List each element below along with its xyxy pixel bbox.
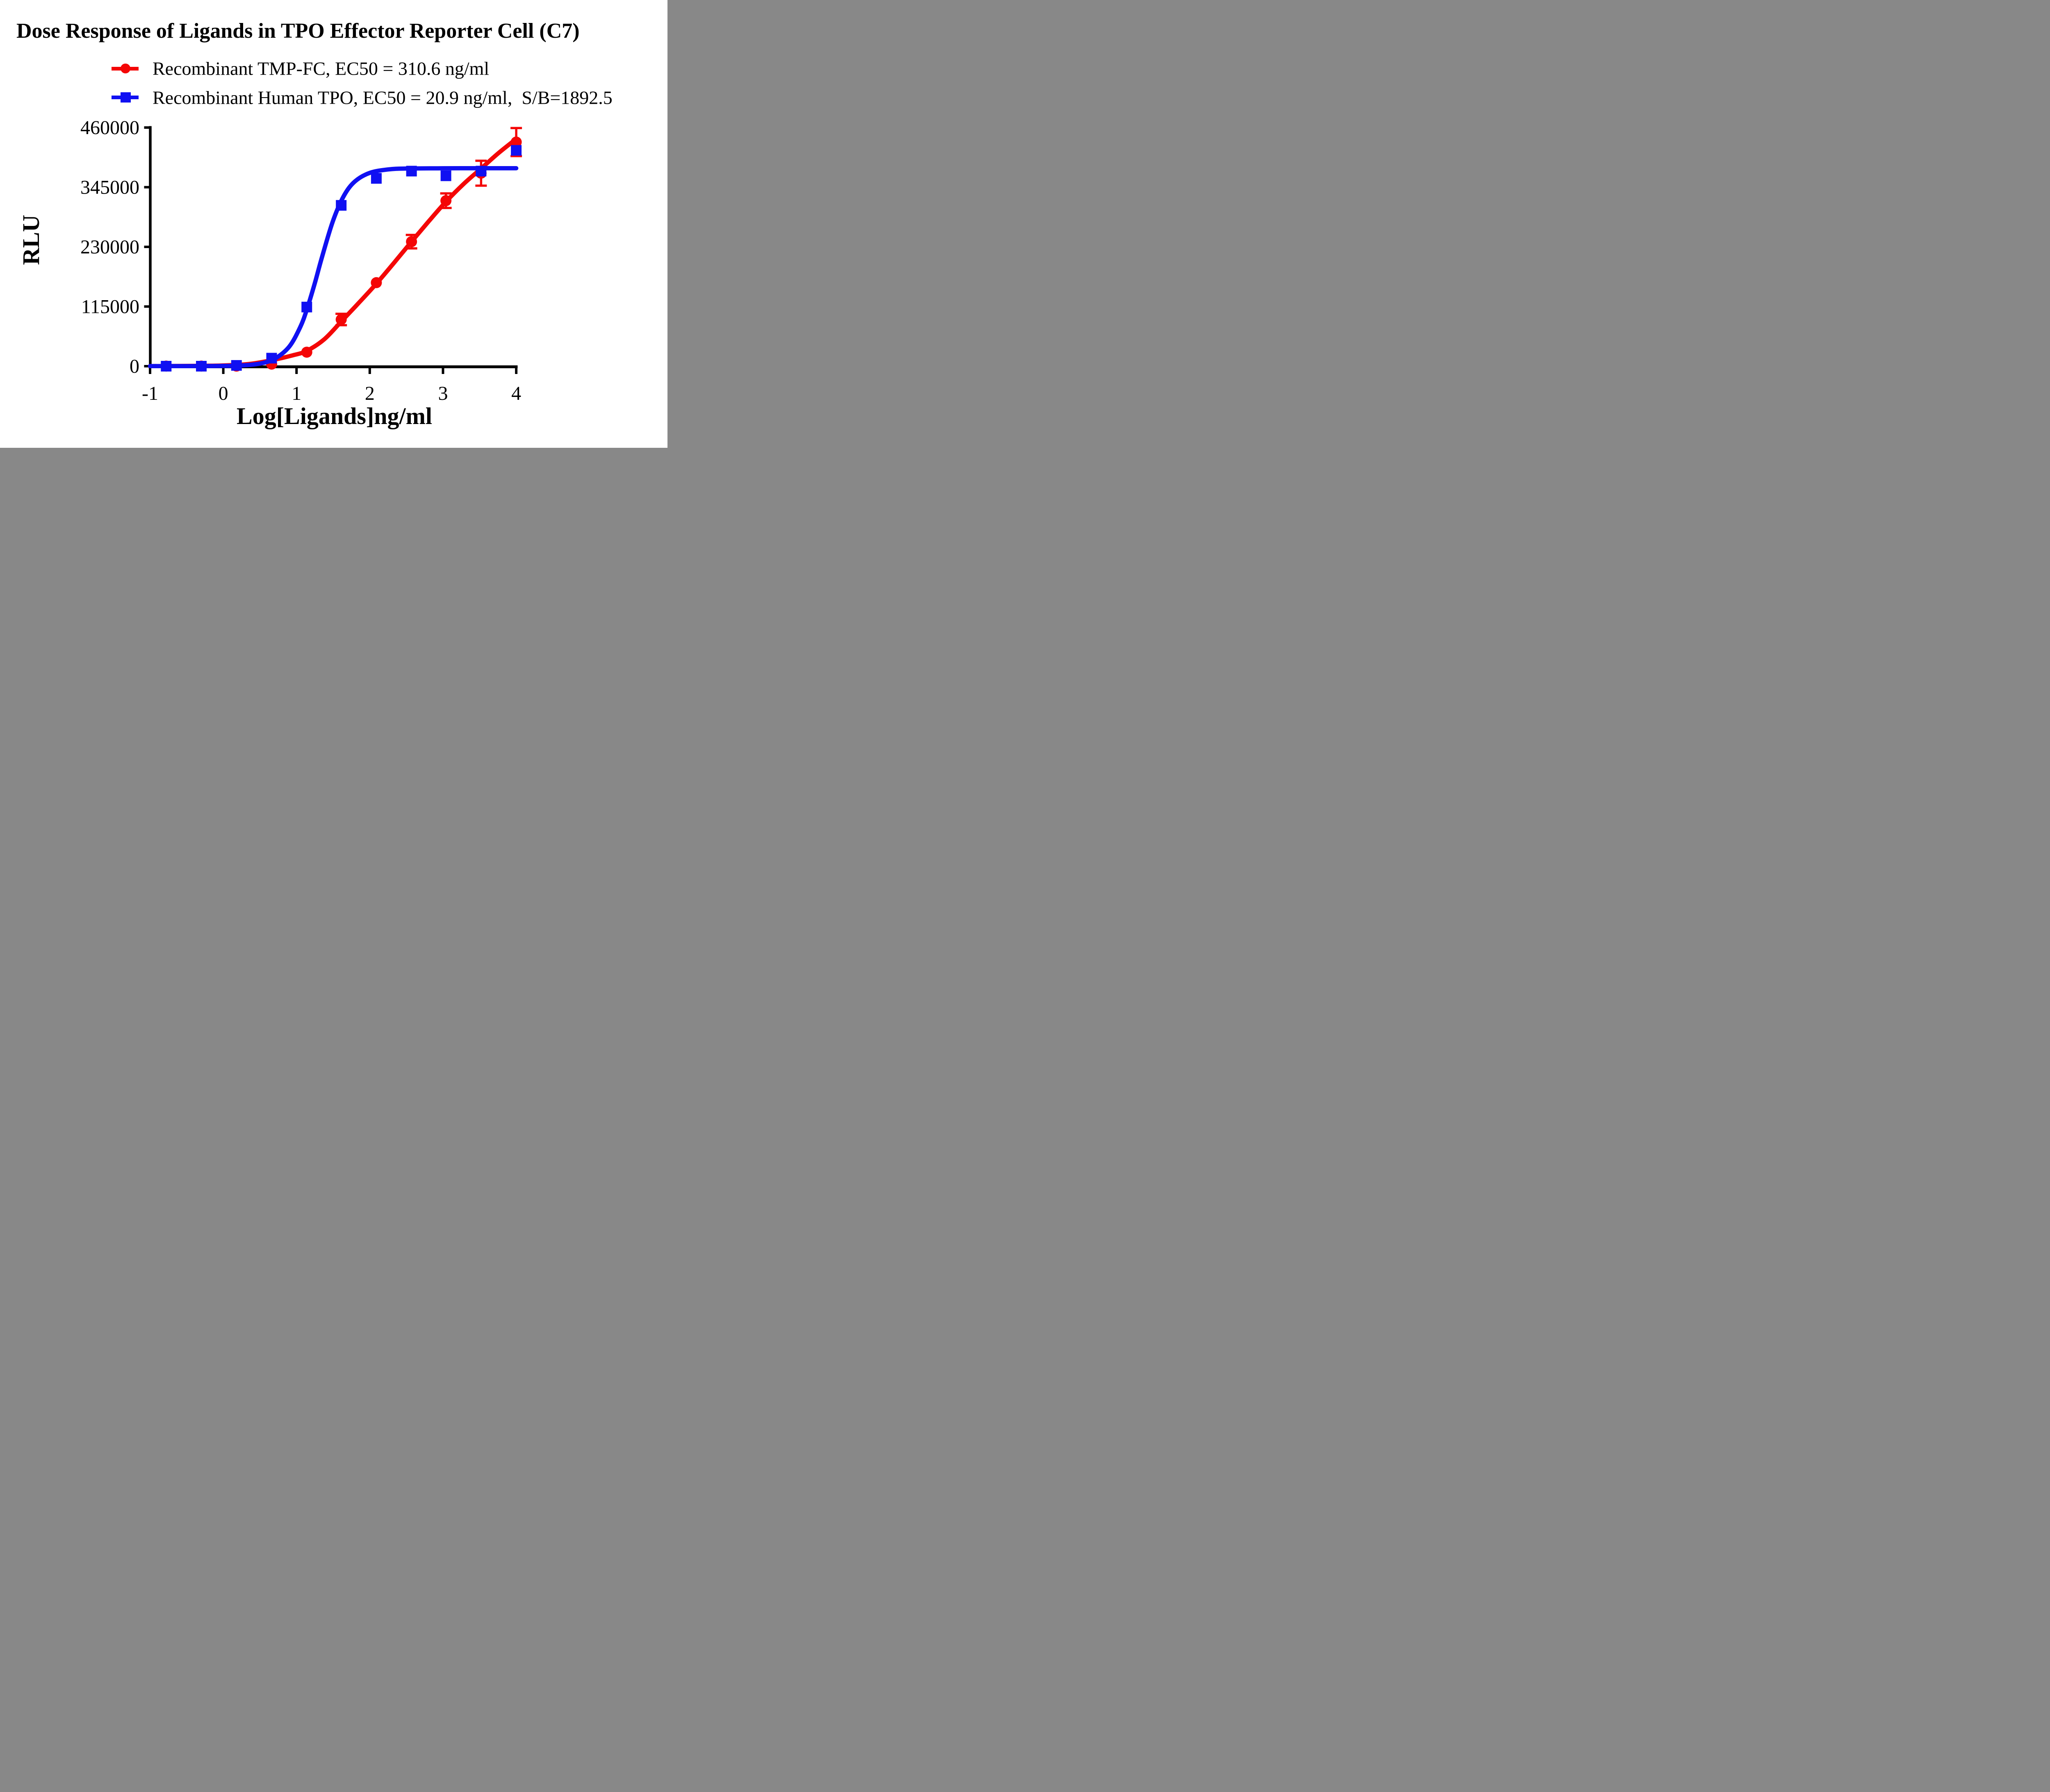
legend-label-human-tpo: Recombinant Human TPO, EC50 = 20.9 ng/ml…	[153, 87, 613, 108]
tmp-fc-data-point	[406, 236, 417, 247]
human-tpo-data-point	[371, 173, 382, 184]
x-tick-label: -1	[142, 383, 158, 404]
x-tick-label: 3	[438, 383, 448, 404]
x-axis-title: Log[Ligands]ng/ml	[237, 403, 432, 429]
dose-response-figure: Dose Response of Ligands in TPO Effector…	[0, 0, 667, 448]
x-tick-label: 1	[292, 383, 301, 404]
tmp-fc-data-point	[335, 314, 347, 325]
tmp-fc-data-point	[371, 277, 382, 288]
legend-circle-marker-icon	[121, 64, 130, 73]
dose-response-chart: -1 0 1 2 3 40115000230000345000460000Log[Liga…	[18, 117, 522, 429]
human-tpo-data-point	[161, 361, 172, 372]
human-tpo-data-point	[511, 145, 522, 156]
x-tick-label: 2	[365, 383, 375, 404]
human-tpo-data-point	[336, 200, 347, 211]
tmp-fc-data-point	[510, 136, 522, 148]
human-tpo-data-point	[231, 360, 242, 371]
x-tick-label: 0	[219, 383, 228, 404]
y-tick-label: 345000	[80, 177, 139, 198]
chart-title: Dose Response of Ligands in TPO Effector…	[16, 19, 580, 43]
human-tpo-data-point	[406, 166, 417, 177]
human-tpo-data-point	[476, 166, 487, 177]
tmp-fc-data-point	[440, 195, 452, 206]
y-tick-label: 0	[130, 356, 139, 377]
tmp-fc-data-point	[301, 347, 312, 358]
y-tick-label: 230000	[80, 236, 139, 258]
human-tpo-data-point	[301, 301, 312, 312]
human-tpo-fit-curve	[148, 166, 519, 368]
y-tick-label: 460000	[80, 117, 139, 139]
x-tick-label: 4	[511, 383, 521, 404]
legend-label-tmp-fc: Recombinant TMP-FC, EC50 = 310.6 ng/ml	[153, 58, 490, 79]
human-tpo-data-point	[196, 361, 207, 372]
legend-square-marker-icon	[120, 92, 131, 103]
tmp-fc-fit-curve	[148, 137, 519, 368]
human-tpo-data-point	[266, 353, 277, 364]
human-tpo-data-point	[440, 170, 451, 181]
y-tick-label: 115000	[81, 296, 139, 318]
y-axis-title: RLU	[18, 215, 44, 265]
